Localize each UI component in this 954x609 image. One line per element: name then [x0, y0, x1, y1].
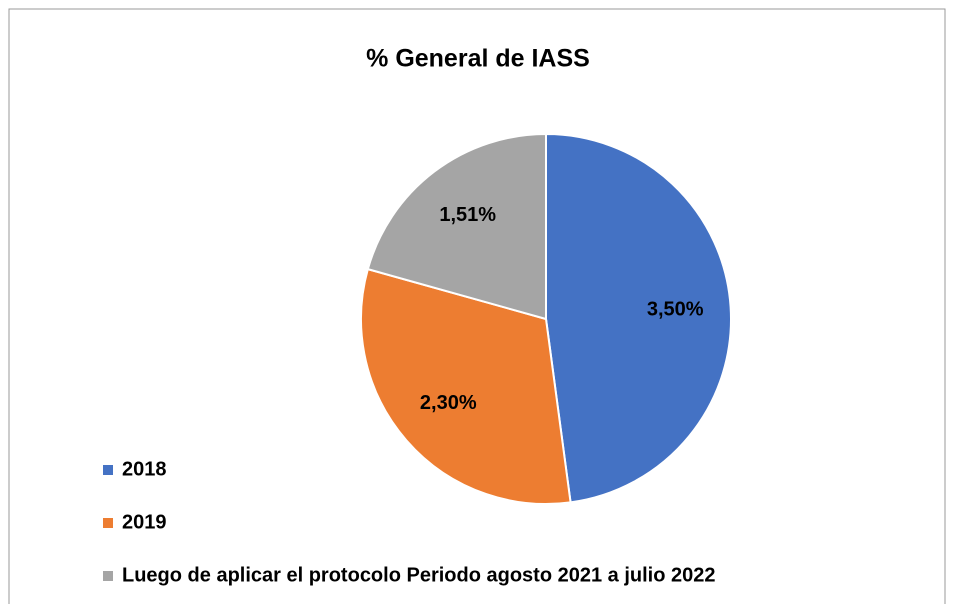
legend-label: 2019	[122, 511, 167, 533]
pie-slice	[366, 132, 547, 321]
chart-frame	[8, 8, 946, 604]
pie-slice	[360, 267, 572, 505]
data-label: 2,30%	[420, 392, 477, 414]
legend-swatch	[103, 571, 113, 581]
legend-label: 2018	[122, 458, 167, 480]
data-label: 1,51%	[439, 204, 496, 226]
legend-label: Luego de aplicar el protocolo Periodo ag…	[122, 564, 716, 586]
chart-title: % General de IASS	[366, 45, 590, 73]
legend-swatch	[103, 465, 113, 475]
pie-slice	[545, 132, 732, 504]
legend-swatch	[103, 518, 113, 528]
data-label: 3,50%	[647, 299, 704, 321]
